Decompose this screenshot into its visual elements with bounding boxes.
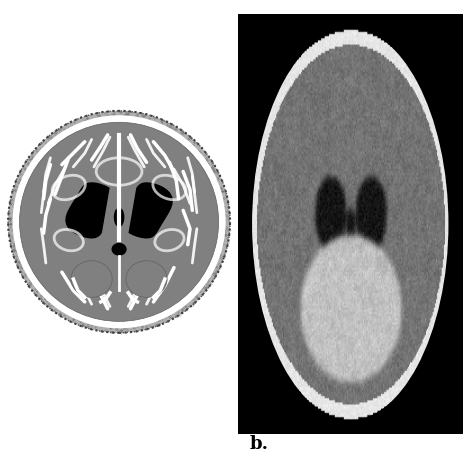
Ellipse shape [114, 208, 124, 226]
Text: b.: b. [250, 435, 269, 453]
Ellipse shape [126, 261, 167, 297]
Ellipse shape [71, 261, 112, 297]
Polygon shape [129, 183, 172, 238]
Ellipse shape [20, 122, 219, 321]
Ellipse shape [112, 244, 126, 255]
Ellipse shape [8, 111, 230, 333]
Ellipse shape [17, 120, 221, 324]
Polygon shape [66, 183, 109, 238]
